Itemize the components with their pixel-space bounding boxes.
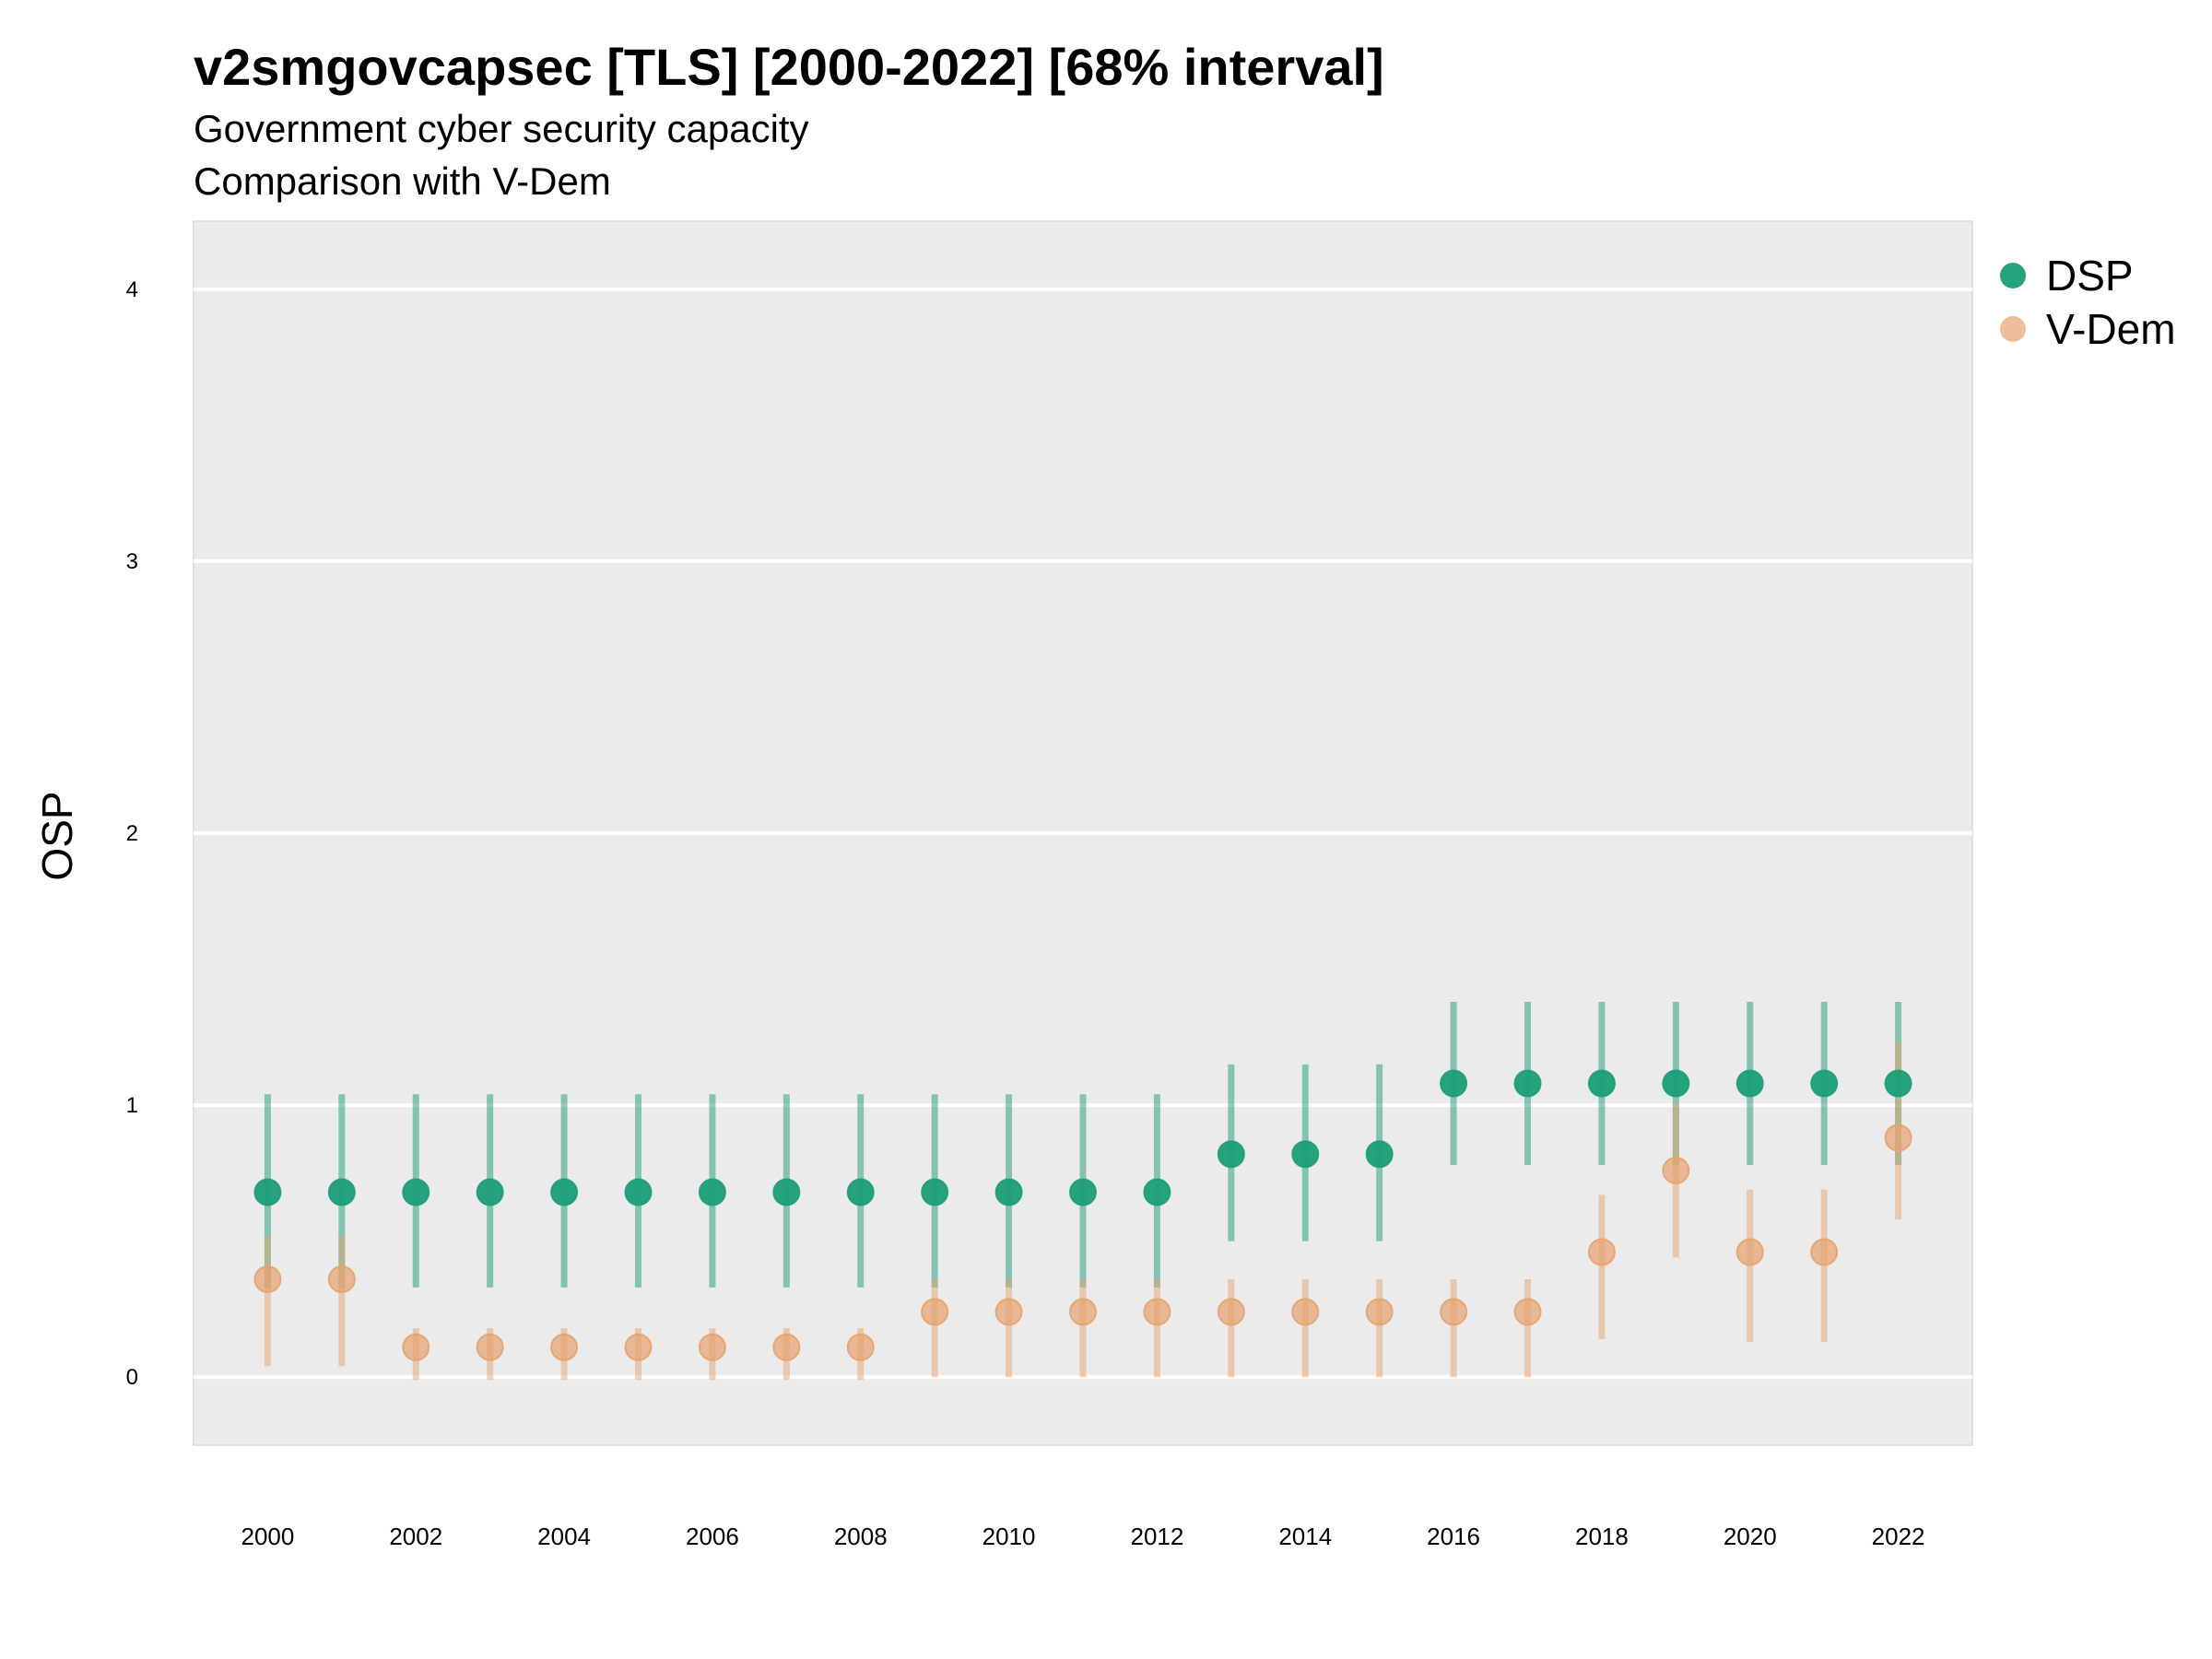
data-point-v-dem-2015 bbox=[1365, 1298, 1394, 1326]
data-point-v-dem-2002 bbox=[402, 1333, 430, 1361]
data-point-v-dem-2013 bbox=[1217, 1298, 1245, 1326]
data-point-v-dem-2019 bbox=[1662, 1156, 1690, 1184]
data-point-v-dem-2016 bbox=[1440, 1298, 1468, 1326]
legend-swatch-vdem bbox=[2000, 316, 2026, 342]
data-point-v-dem-2011 bbox=[1069, 1298, 1097, 1326]
data-point-dsp-2022 bbox=[1884, 1069, 1912, 1098]
data-point-dsp-2021 bbox=[1810, 1069, 1839, 1098]
legend-label-vdem: V-Dem bbox=[2046, 305, 2176, 353]
legend-swatch-dsp bbox=[2000, 263, 2026, 288]
x-tick-label-2012: 2012 bbox=[1130, 1523, 1183, 1550]
chart-subtitle: Government cyber security capacity bbox=[194, 107, 809, 150]
data-point-v-dem-2007 bbox=[772, 1333, 801, 1361]
data-point-dsp-2007 bbox=[772, 1178, 801, 1206]
data-point-dsp-2012 bbox=[1143, 1178, 1171, 1206]
data-point-v-dem-2020 bbox=[1735, 1238, 1764, 1266]
x-tick-label-2010: 2010 bbox=[982, 1523, 1036, 1550]
data-point-v-dem-2014 bbox=[1291, 1298, 1320, 1326]
data-point-dsp-2000 bbox=[253, 1178, 282, 1206]
data-point-dsp-2016 bbox=[1440, 1069, 1468, 1098]
legend-item-vdem: V-Dem bbox=[2000, 302, 2176, 356]
x-tick-label-2002: 2002 bbox=[389, 1523, 442, 1550]
data-point-v-dem-2004 bbox=[550, 1333, 579, 1361]
data-point-v-dem-2003 bbox=[476, 1333, 504, 1361]
data-point-dsp-2004 bbox=[550, 1178, 579, 1206]
x-tick-label-2008: 2008 bbox=[834, 1523, 888, 1550]
data-point-dsp-2005 bbox=[624, 1178, 653, 1206]
data-point-v-dem-2021 bbox=[1810, 1238, 1839, 1266]
data-point-dsp-2011 bbox=[1069, 1178, 1097, 1206]
legend: DSP V-Dem bbox=[2000, 249, 2176, 356]
data-point-dsp-2002 bbox=[402, 1178, 430, 1206]
x-tick-label-2014: 2014 bbox=[1278, 1523, 1332, 1550]
tick-labels: 0 1 2 3 4 2000 2002 2004 2006 2008 2010 2012 2014 201… bbox=[126, 277, 1925, 1550]
y-tick-label-2: 2 bbox=[126, 821, 138, 846]
data-point-dsp-2009 bbox=[921, 1178, 949, 1206]
data-point-v-dem-2000 bbox=[253, 1265, 282, 1293]
data-point-v-dem-2006 bbox=[698, 1333, 726, 1361]
x-tick-label-2006: 2006 bbox=[686, 1523, 739, 1550]
data-points bbox=[253, 1069, 1912, 1361]
data-point-dsp-2020 bbox=[1735, 1069, 1764, 1098]
data-point-v-dem-2010 bbox=[994, 1298, 1023, 1326]
data-point-dsp-2014 bbox=[1291, 1140, 1320, 1169]
y-axis-label: OSP bbox=[33, 791, 81, 880]
data-point-v-dem-2012 bbox=[1143, 1298, 1171, 1326]
data-point-v-dem-2018 bbox=[1587, 1238, 1616, 1266]
data-point-v-dem-2022 bbox=[1884, 1124, 1912, 1152]
data-point-v-dem-2008 bbox=[846, 1333, 875, 1361]
y-tick-label-4: 4 bbox=[126, 277, 138, 302]
y-tick-label-1: 1 bbox=[126, 1093, 138, 1118]
chart-title: v2smgovcapsec [TLS] [2000-2022] [68% int… bbox=[194, 38, 1384, 96]
chart-caption: Comparison with V-Dem bbox=[194, 159, 611, 203]
x-tick-label-2022: 2022 bbox=[1872, 1523, 1925, 1550]
legend-label-dsp: DSP bbox=[2046, 252, 2134, 300]
data-point-dsp-2018 bbox=[1587, 1069, 1616, 1098]
data-point-dsp-2017 bbox=[1513, 1069, 1542, 1098]
legend-item-dsp: DSP bbox=[2000, 249, 2176, 302]
data-point-dsp-2003 bbox=[476, 1178, 504, 1206]
y-tick-label-3: 3 bbox=[126, 549, 138, 574]
data-point-dsp-2019 bbox=[1662, 1069, 1690, 1098]
data-point-dsp-2008 bbox=[846, 1178, 875, 1206]
data-point-v-dem-2005 bbox=[624, 1333, 653, 1361]
data-point-dsp-2015 bbox=[1365, 1140, 1394, 1169]
y-tick-label-0: 0 bbox=[126, 1365, 138, 1390]
x-tick-label-2020: 2020 bbox=[1724, 1523, 1777, 1550]
data-point-v-dem-2009 bbox=[921, 1298, 949, 1326]
data-point-dsp-2013 bbox=[1217, 1140, 1245, 1169]
x-tick-label-2000: 2000 bbox=[241, 1523, 294, 1550]
x-tick-label-2016: 2016 bbox=[1427, 1523, 1480, 1550]
data-point-v-dem-2017 bbox=[1513, 1298, 1542, 1326]
x-tick-label-2004: 2004 bbox=[537, 1523, 591, 1550]
data-point-dsp-2001 bbox=[327, 1178, 356, 1206]
data-point-dsp-2006 bbox=[698, 1178, 726, 1206]
data-point-v-dem-2001 bbox=[327, 1265, 356, 1293]
data-point-dsp-2010 bbox=[994, 1178, 1023, 1206]
x-tick-label-2018: 2018 bbox=[1575, 1523, 1629, 1550]
